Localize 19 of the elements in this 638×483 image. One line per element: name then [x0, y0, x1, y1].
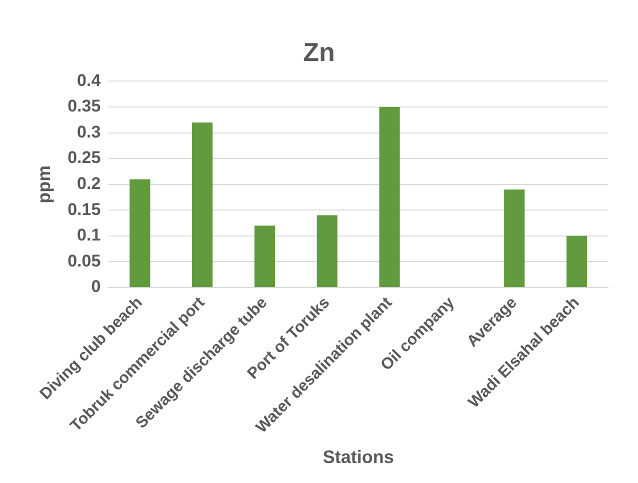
x-axis-title: Stations [322, 447, 394, 468]
bar [192, 122, 213, 287]
bar [130, 179, 150, 287]
y-tick-label: 0.2 [77, 174, 101, 194]
y-tick-label: 0.15 [68, 200, 101, 219]
bar [566, 236, 588, 287]
y-tick-label: 0.05 [68, 251, 101, 270]
y-tick-label: 0 [91, 277, 101, 296]
y-tick-label: 0.1 [77, 226, 101, 245]
y-tick-label: 0.35 [68, 96, 101, 116]
y-tick-label: 0.3 [77, 122, 101, 142]
y-tick-label: 0.4 [77, 70, 102, 90]
y-axis-title: ppm [34, 165, 54, 204]
chart-title: Zn [303, 36, 335, 67]
bar [316, 215, 338, 287]
y-tick-label: 0.25 [68, 148, 101, 168]
bar [504, 190, 525, 287]
bar [254, 226, 276, 287]
bar [379, 106, 400, 287]
